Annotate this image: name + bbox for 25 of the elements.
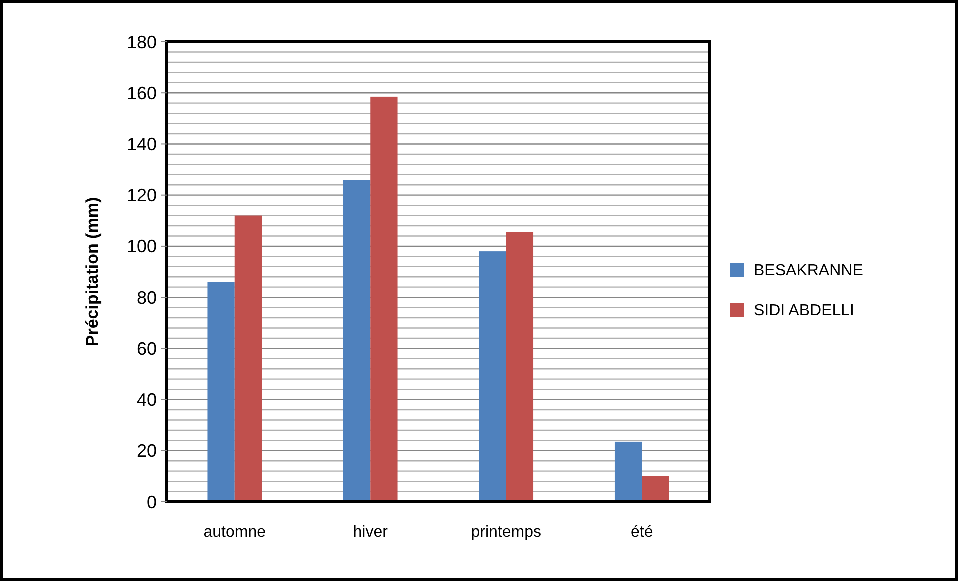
legend-label: SIDI ABDELLI <box>754 302 854 320</box>
bar <box>234 216 262 502</box>
bar <box>370 96 398 502</box>
x-tick-label: hiver <box>353 524 389 541</box>
legend-label: BESAKRANNE <box>754 262 864 280</box>
y-tick-label: 60 <box>136 338 157 359</box>
y-tick-label: 0 <box>146 492 157 512</box>
y-axis-title: Précipitation (mm) <box>83 197 102 347</box>
y-tick-label: 20 <box>136 441 157 462</box>
y-tick-label: 80 <box>136 288 157 308</box>
x-tick-label: automne <box>204 524 266 541</box>
x-tick-label: été <box>631 524 654 541</box>
y-tick-label: 160 <box>126 83 157 104</box>
bar <box>642 476 670 502</box>
y-tick-label: 180 <box>126 32 157 52</box>
y-tick-label: 120 <box>126 186 157 206</box>
x-tick-label: printemps <box>471 524 542 541</box>
bar <box>506 232 534 502</box>
bar <box>208 282 235 502</box>
y-tick-label: 140 <box>126 134 157 155</box>
y-tick-label: 100 <box>126 236 157 257</box>
y-tick-label: 40 <box>136 390 157 410</box>
bar <box>343 180 371 502</box>
bar <box>479 252 506 502</box>
bar <box>614 442 642 502</box>
